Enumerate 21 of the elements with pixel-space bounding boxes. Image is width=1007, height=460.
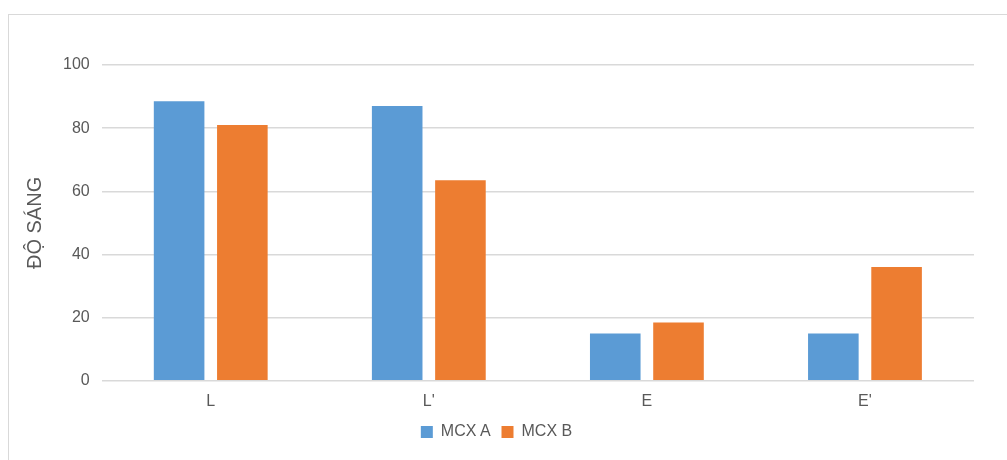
y-axis-title: ĐỘ SÁNG	[22, 176, 45, 270]
y-tick-label: 80	[71, 118, 90, 136]
y-tick-label: 0	[80, 371, 90, 389]
y-tick-label: 40	[71, 244, 90, 262]
bar	[153, 101, 205, 381]
bar	[808, 333, 859, 381]
bar	[371, 106, 423, 381]
bar	[589, 333, 641, 381]
x-tick-label: L'	[422, 391, 435, 409]
y-tick-label: 60	[71, 181, 90, 199]
x-tick-label: E'	[858, 391, 872, 409]
legend-label: MCX A	[440, 422, 491, 440]
bar	[217, 125, 268, 381]
y-tick-label: 100	[62, 55, 90, 73]
bar	[871, 267, 922, 381]
bar	[435, 180, 486, 381]
x-tick-label: L	[206, 391, 216, 409]
x-tick-label: E	[641, 391, 653, 409]
y-tick-label: 20	[71, 308, 90, 326]
bar	[653, 322, 704, 381]
legend-label: MCX B	[521, 422, 573, 440]
